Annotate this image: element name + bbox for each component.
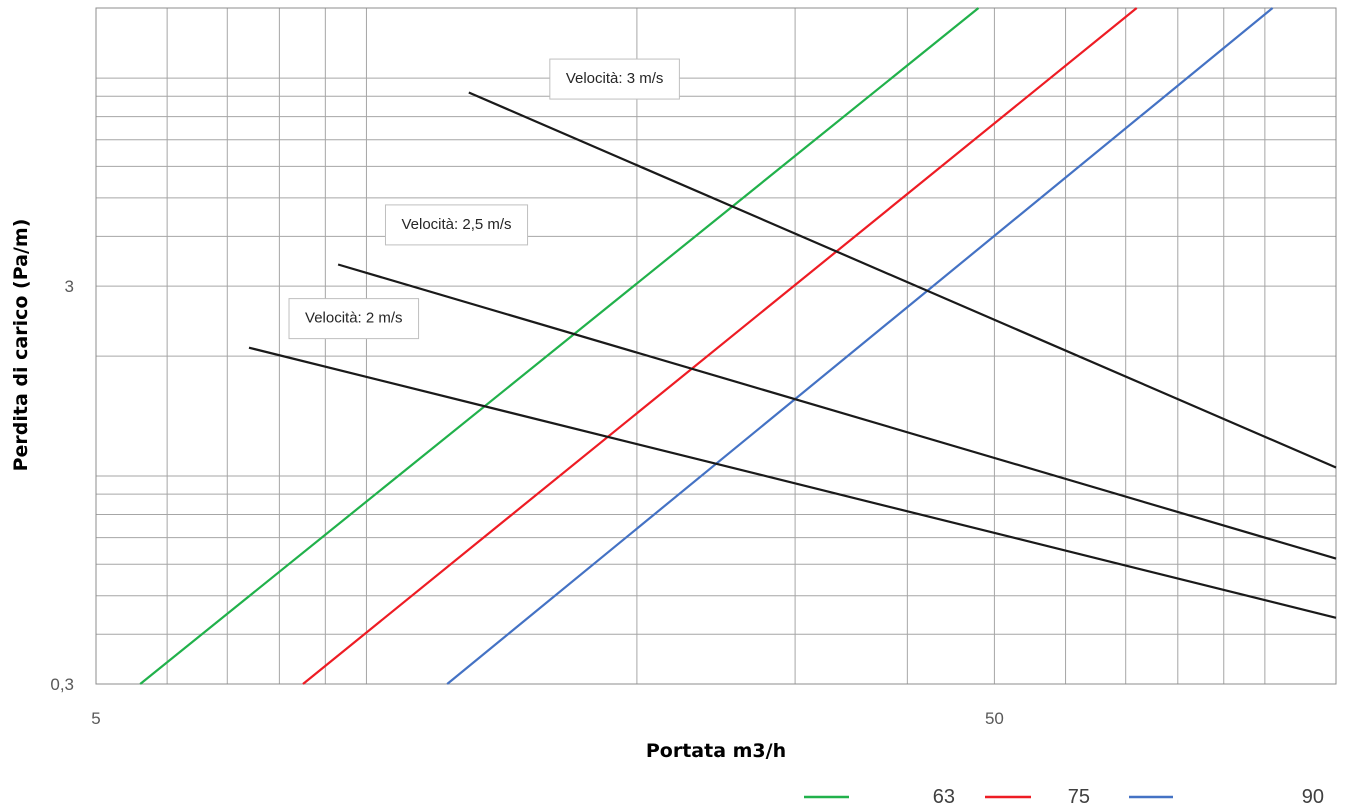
velocity-line-2 (337, 263, 1337, 560)
annotation-frame (384, 204, 529, 246)
legend-item-90: 90 (1129, 786, 1324, 808)
x-axis-title: Portata m3/h (646, 740, 786, 762)
series-line-90 (446, 7, 1274, 685)
plot-frame (95, 7, 1337, 685)
annotation-label: Velocità: 2,5 m/s (401, 216, 511, 233)
grid-lines (96, 8, 1336, 684)
series-line-63 (139, 7, 980, 685)
legend-item-75: 75 (985, 786, 1090, 808)
legend-item-63: 63 (804, 786, 955, 808)
y-tick-label: 0,3 (50, 675, 74, 694)
annotation-box: Velocità: 3 m/s (549, 58, 680, 100)
legend-label: 63 (933, 786, 955, 808)
annotation-box: Velocità: 2,5 m/s (384, 204, 529, 246)
annotations: Velocità: 3 m/s Velocità: 2,5 m/s Velocità… (288, 58, 680, 340)
legend: 63 75 90 (804, 786, 1324, 808)
legend-label: 90 (1302, 786, 1324, 808)
series-line-75 (302, 7, 1138, 685)
annotation-frame (549, 58, 680, 100)
y-tick-label: 3 (65, 277, 74, 296)
annotation-frame (288, 298, 420, 340)
velocity-line-1 (468, 91, 1337, 469)
annotation-label: Velocità: 3 m/s (566, 70, 664, 87)
y-axis-title: Perdita di carico (Pa/m) (10, 219, 32, 472)
annotation-label: Velocità: 2 m/s (305, 310, 403, 327)
x-tick-label: 5 (91, 709, 100, 728)
legend-label: 75 (1068, 786, 1090, 808)
x-tick-label: 50 (985, 709, 1004, 728)
series-lines (139, 7, 1337, 685)
velocity-line-3 (248, 346, 1337, 619)
annotation-box: Velocità: 2 m/s (288, 298, 420, 340)
tick-labels: 5 50 0,3 3 (50, 277, 1004, 728)
